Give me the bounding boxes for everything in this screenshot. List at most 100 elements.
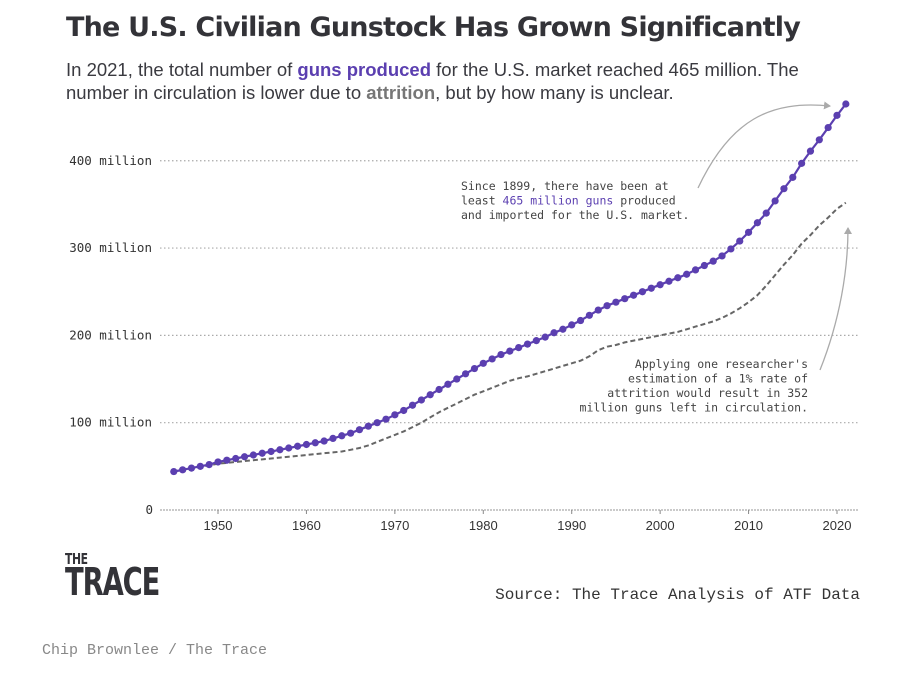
produced-point	[744, 228, 753, 236]
x-tick-label: 2000	[646, 518, 675, 533]
annotation-highlight: 465 million guns	[503, 194, 614, 208]
subtitle-text: , but by how many is unclear.	[435, 82, 674, 103]
produced-point	[444, 380, 452, 388]
produced-point	[470, 364, 479, 373]
produced-point	[594, 306, 602, 314]
produced-point	[585, 311, 594, 319]
produced-point	[338, 432, 346, 440]
annotation-attrition-note: Applying one researcher's estimation of a…	[580, 357, 808, 415]
annotation-produced-note: Since 1899, there have been at least 465 …	[461, 179, 689, 222]
produced-point	[179, 466, 187, 474]
subtitle-highlight-purple: guns produced	[297, 59, 432, 80]
produced-point	[815, 136, 823, 144]
produced-point	[249, 451, 257, 459]
y-tick-label: 100 million	[69, 415, 152, 430]
produced-point	[709, 257, 717, 265]
produced-point	[691, 266, 700, 274]
produced-point	[727, 245, 735, 253]
annotation-line: million guns left in circulation.	[580, 401, 808, 415]
produced-point	[285, 444, 293, 452]
produced-point	[762, 209, 770, 217]
produced-point	[329, 434, 337, 443]
produced-point	[417, 396, 425, 404]
produced-point	[789, 173, 797, 181]
annotation-line: estimation of a 1% rate of	[628, 372, 808, 386]
produced-point	[576, 316, 585, 325]
x-tick-label: 1970	[380, 518, 409, 533]
produced-point	[603, 302, 611, 310]
source-note: Source: The Trace Analysis of ATF Data	[495, 586, 860, 604]
annotation-text: produced	[613, 194, 675, 208]
produced-point	[408, 401, 417, 409]
produced-line	[173, 103, 847, 473]
x-tick-label: 2010	[734, 518, 763, 533]
produced-point	[311, 439, 319, 447]
annotation-text: Applying one researcher's	[635, 357, 808, 371]
produced-point	[656, 281, 664, 289]
chart-subtitle: In 2021, the total number of guns produc…	[66, 58, 846, 104]
produced-point	[833, 111, 841, 119]
gridlines	[160, 160, 858, 511]
produced-point	[780, 185, 788, 193]
produced-point	[187, 464, 196, 472]
annotation-text: estimation of a 1% rate of	[628, 372, 808, 386]
produced-point	[683, 270, 691, 278]
produced-point	[347, 429, 355, 437]
y-tick-label: 300 million	[69, 240, 152, 255]
attrition-line	[173, 201, 847, 473]
produced-point	[258, 449, 266, 457]
produced-point	[453, 375, 461, 383]
annotation-text: least	[461, 194, 503, 208]
produced-point	[532, 337, 540, 345]
annotation-line: least 465 million guns produced	[461, 194, 676, 208]
produced-point	[842, 100, 850, 108]
x-tick-label: 1960	[292, 518, 321, 533]
produced-point	[382, 415, 390, 423]
arrow-produced	[697, 101, 831, 189]
y-tick-label: 200 million	[69, 327, 152, 342]
logo-trace: TRACE	[65, 559, 160, 604]
produced-point	[568, 321, 576, 329]
produced-point	[267, 447, 275, 456]
x-tick-label: 1980	[469, 518, 498, 533]
produced-point	[736, 237, 744, 245]
the-trace-logo: THE TRACE	[65, 552, 160, 604]
produced-point	[718, 252, 726, 260]
series-produced	[170, 100, 850, 476]
produced-point	[435, 385, 443, 394]
y-tick-label: 0	[145, 502, 153, 517]
x-tick-label: 2020	[823, 518, 852, 533]
produced-point	[302, 440, 311, 449]
produced-point	[515, 344, 523, 352]
y-axis-labels: 0 100 million 200 million 300 million 400 mi…	[69, 153, 153, 517]
subtitle-text: for the U.S. market reached 465 million.…	[66, 59, 799, 103]
produced-point	[232, 454, 240, 463]
produced-point	[638, 288, 647, 296]
produced-point	[753, 219, 762, 227]
produced-point	[214, 458, 222, 466]
produced-point	[293, 442, 302, 450]
annotation-line: and imported for the U.S. market.	[461, 208, 689, 222]
produced-point	[462, 370, 470, 378]
produced-point	[771, 197, 779, 205]
produced-point	[700, 261, 708, 270]
annotation-text: attrition would result in 352	[607, 386, 808, 400]
produced-point	[364, 422, 372, 430]
produced-point	[373, 419, 381, 427]
produced-point	[798, 159, 806, 167]
series-attrition	[173, 201, 847, 473]
annotation-text: million guns left in circulation.	[580, 401, 808, 415]
annotation-line: Since 1899, there have been at	[461, 179, 669, 193]
annotation-text: Since 1899, there have been at	[461, 179, 669, 193]
produced-point	[276, 446, 284, 454]
annotation-line: attrition would result in 352	[607, 386, 808, 400]
produced-point	[196, 462, 204, 470]
produced-point	[674, 274, 682, 282]
subtitle-text: In 2021, the total number of	[66, 59, 298, 80]
produced-point	[550, 329, 558, 337]
produced-point	[240, 453, 249, 461]
produced-point	[621, 295, 629, 303]
produced-point	[630, 291, 638, 299]
produced-point	[400, 406, 408, 415]
